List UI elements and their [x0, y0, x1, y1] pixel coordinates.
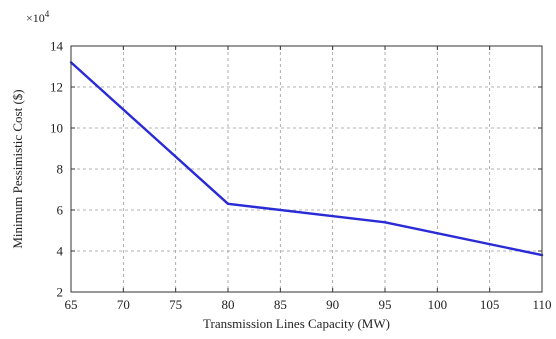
- grid: [71, 46, 542, 292]
- x-tick-label: 70: [117, 297, 130, 312]
- data-point: [383, 221, 387, 224]
- x-tick-label: 65: [65, 297, 78, 312]
- y-tick-label: 8: [57, 162, 64, 177]
- x-tick-label: 90: [326, 297, 339, 312]
- x-tick-label: 105: [480, 297, 500, 312]
- y-tick-label: 4: [57, 244, 64, 259]
- x-axis-label: Transmission Lines Capacity (MW): [203, 316, 390, 331]
- y-tick-label: 12: [50, 80, 63, 95]
- series-layer: [69, 61, 544, 257]
- x-tick-label: 110: [532, 297, 551, 312]
- y-axis-multiplier: ×104: [26, 9, 50, 25]
- x-tick-label: 75: [169, 297, 182, 312]
- x-tick-label: 100: [428, 297, 448, 312]
- y-tick-label: 10: [50, 121, 63, 136]
- x-tick-label: 80: [222, 297, 235, 312]
- y-tick-label: 6: [57, 203, 64, 218]
- y-tick-label: 14: [50, 39, 64, 54]
- y-axis-label: Minimum Pessimistic Cost ($): [10, 89, 25, 248]
- ticks: 65 70 75 80 85 90 95 100 105 110 2 4 6 8 10 12 14: [50, 39, 552, 313]
- y-axis-multiplier-exponent: 4: [45, 9, 50, 19]
- x-tick-label: 95: [379, 297, 392, 312]
- y-axis-multiplier-base: ×10: [26, 11, 45, 25]
- series-line: [70, 61, 543, 257]
- x-tick-label: 85: [274, 297, 287, 312]
- data-point: [226, 202, 230, 206]
- y-tick-label: 2: [57, 285, 64, 300]
